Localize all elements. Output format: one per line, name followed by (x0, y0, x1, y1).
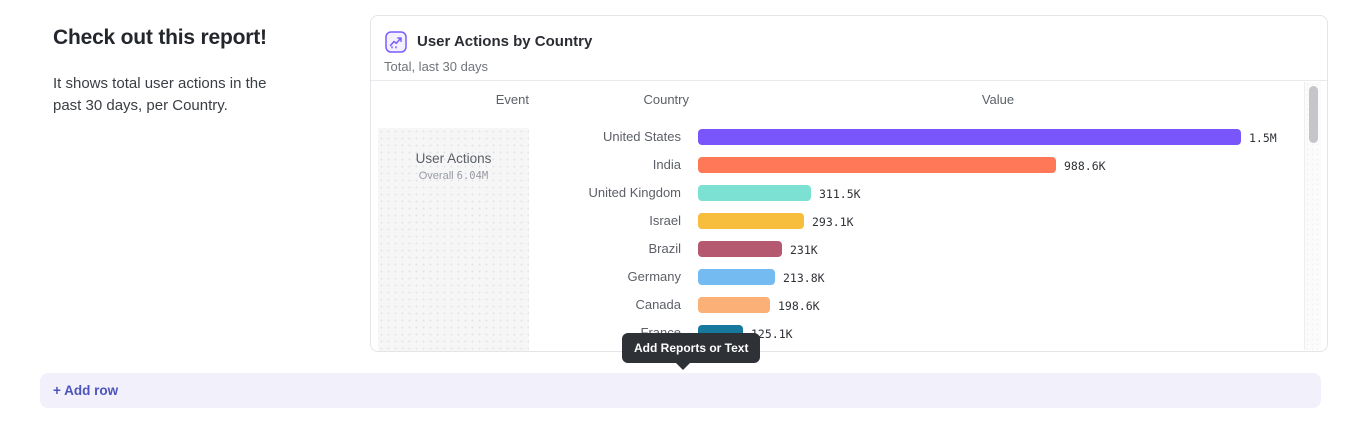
value-bar[interactable] (698, 213, 804, 229)
add-row-label: + Add row (53, 383, 119, 398)
event-overall-value: 6.04M (456, 170, 489, 182)
card-subtitle: Total, last 30 days (384, 59, 489, 74)
event-cell[interactable]: User Actions Overall 6.04M (378, 128, 529, 351)
column-header-event: Event (495, 92, 529, 107)
chart-row: United States 1.5M (371, 123, 1303, 151)
card-header: User Actions by Country Total, last 30 d… (371, 16, 1327, 81)
country-label: Canada (635, 297, 681, 312)
card-title: User Actions by Country (417, 33, 593, 50)
add-reports-tooltip: Add Reports or Text (622, 333, 761, 370)
value-bar[interactable] (698, 185, 811, 201)
value-bar[interactable] (698, 129, 1241, 145)
chart-row: Brazil 231K (371, 235, 1303, 263)
add-row-button[interactable]: + Add row (40, 373, 1321, 408)
country-label: Brazil (648, 241, 681, 256)
value-label: 125.1K (751, 327, 793, 341)
chart-row: France125.1K (371, 319, 1303, 347)
chart-row: Canada 198.6K (371, 291, 1303, 319)
country-label: India (652, 157, 681, 172)
value-label: 231K (790, 243, 818, 257)
chart-row: United Kingdom 311.5K (371, 179, 1303, 207)
value-bar[interactable] (698, 241, 782, 257)
column-header-country: Country (643, 92, 689, 107)
event-name: User Actions (415, 151, 492, 166)
chart-row: India 988.6K (371, 151, 1303, 179)
value-bar[interactable] (698, 269, 775, 285)
value-label: 198.6K (778, 299, 820, 313)
report-text-block[interactable]: Check out this report! It shows total us… (53, 26, 303, 117)
event-overall: Overall 6.04M (418, 170, 489, 182)
value-label: 293.1K (812, 215, 854, 229)
value-label: 1.5M (1249, 131, 1277, 145)
country-label: United Kingdom (588, 185, 682, 200)
country-label: Germany (627, 269, 681, 284)
column-header-value: Value (981, 92, 1015, 107)
tooltip-label: Add Reports or Text (634, 341, 749, 355)
value-bar[interactable] (698, 157, 1056, 173)
line-chart-icon (385, 31, 407, 53)
page-title: Check out this report! (53, 26, 267, 49)
country-label: United States (602, 129, 681, 144)
vertical-scrollbar[interactable] (1304, 82, 1321, 350)
chart-row: Germany 213.8K (371, 263, 1303, 291)
value-label: 213.8K (783, 271, 825, 285)
scrollbar-thumb[interactable] (1309, 86, 1318, 143)
report-card[interactable]: User Actions by Country Total, last 30 d… (370, 15, 1328, 352)
value-label: 988.6K (1064, 159, 1106, 173)
value-bar[interactable] (698, 297, 770, 313)
country-label: Israel (649, 213, 681, 228)
value-label: 311.5K (819, 187, 861, 201)
page-description: It shows total user actions in the past … (53, 75, 267, 114)
chart-row: Israel 293.1K (371, 207, 1303, 235)
